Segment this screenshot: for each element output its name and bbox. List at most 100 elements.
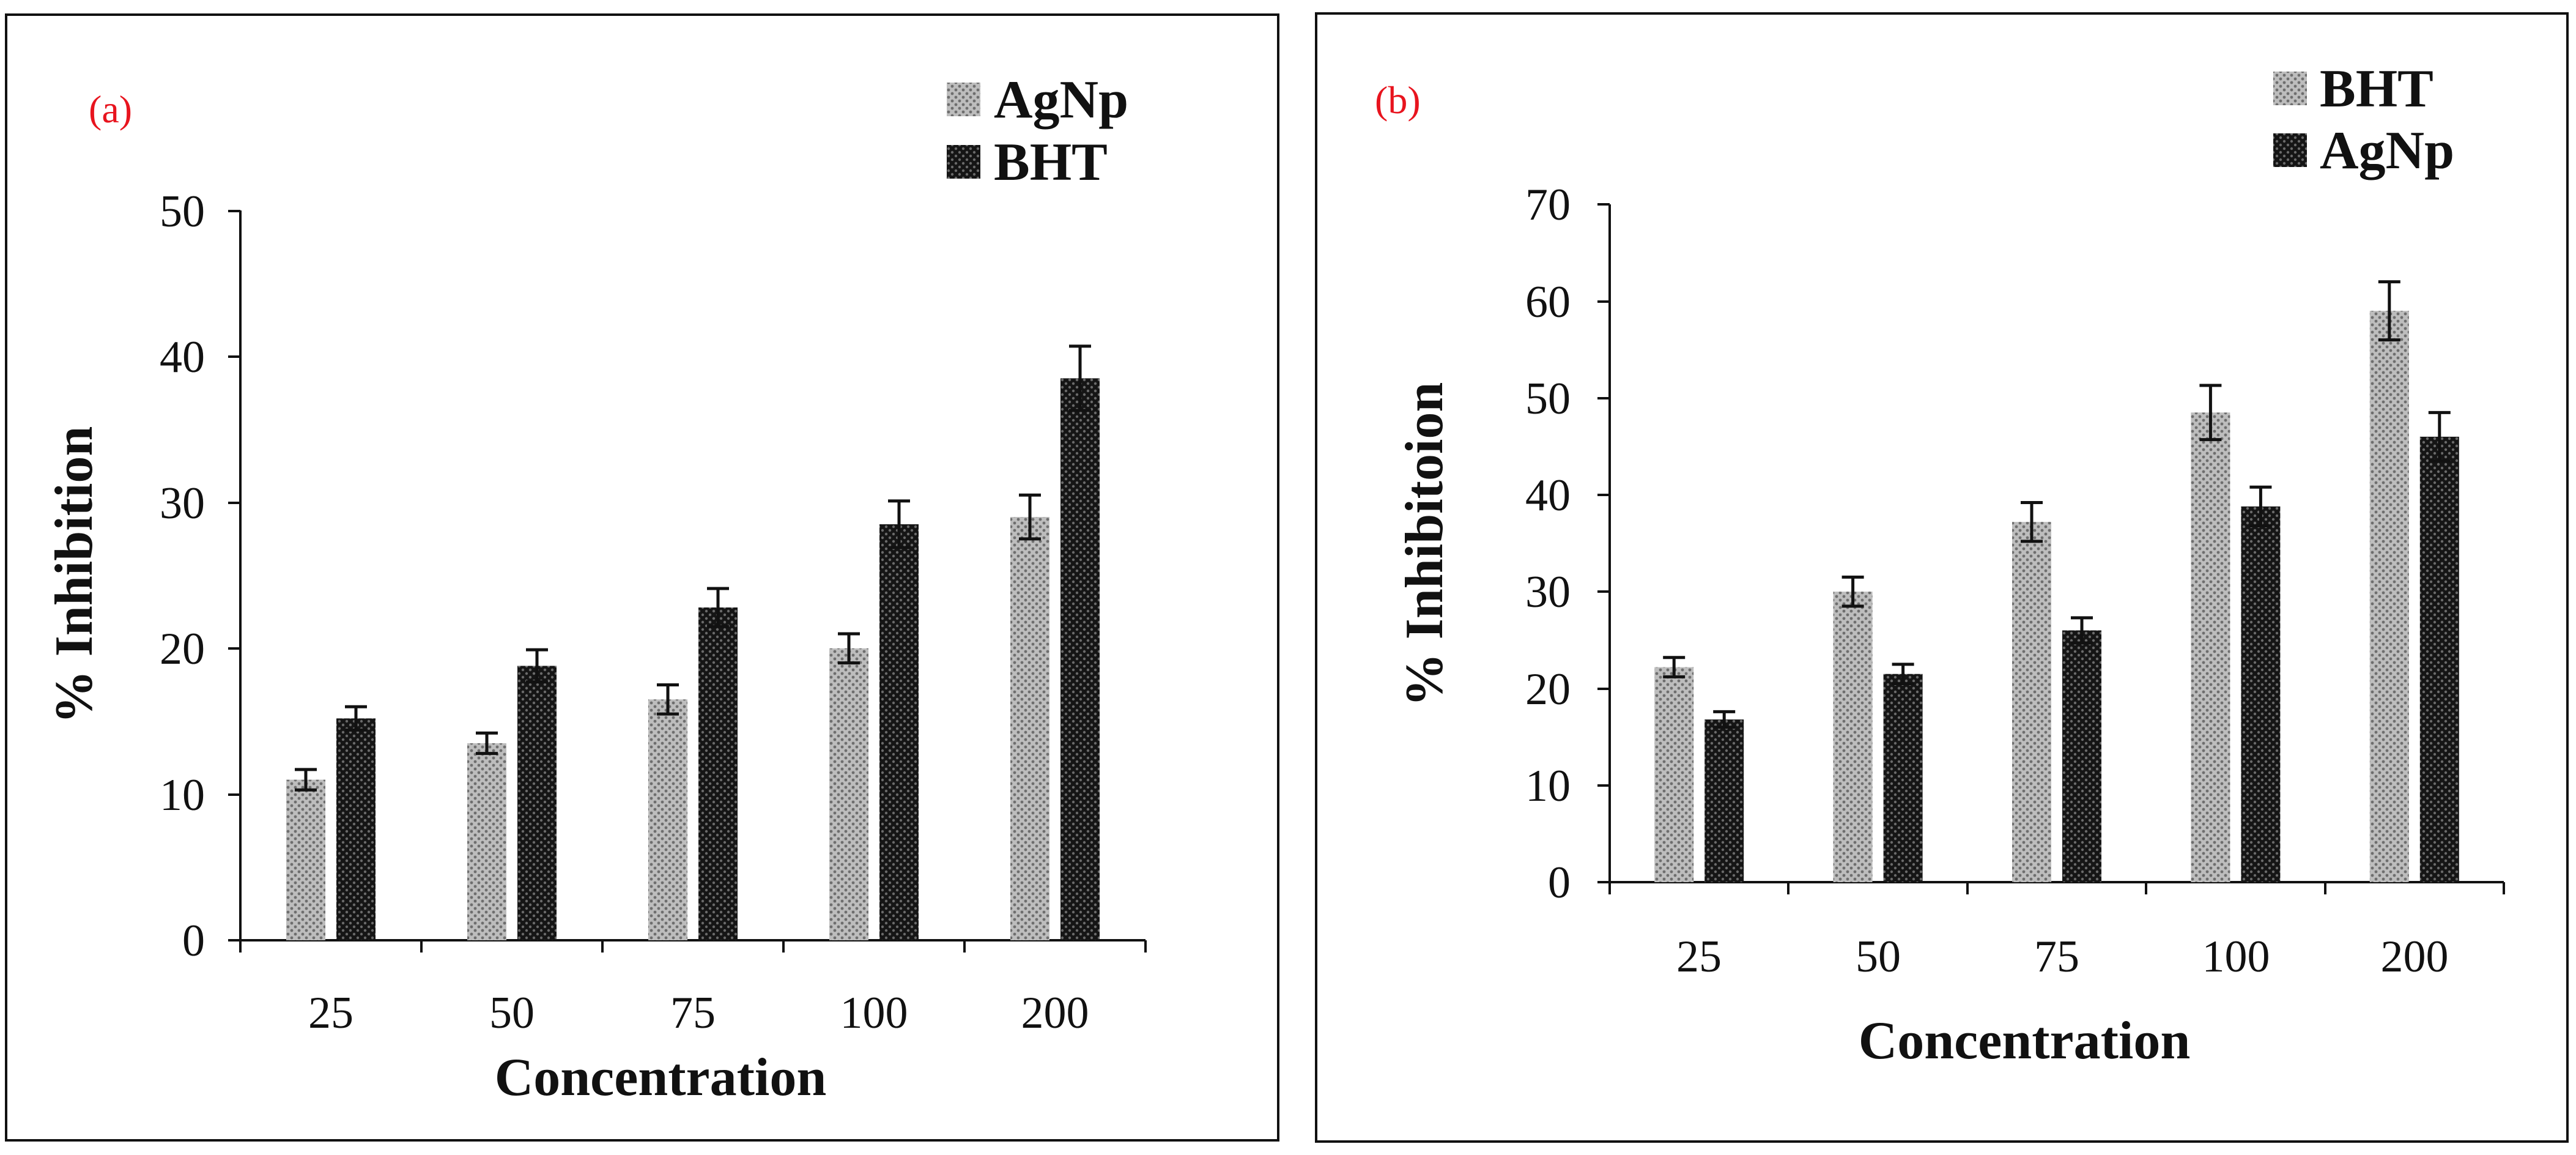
panel-a-bars: [286, 344, 1100, 940]
bar-agnp-75: [648, 699, 687, 940]
y-tick-label-10: 10: [160, 770, 205, 820]
panel-b-border: [1315, 12, 2569, 1143]
y-axis-title: % Inhibitoion: [1395, 382, 1454, 707]
y-tick-label-40: 40: [160, 332, 205, 382]
y-tick-label-60: 60: [1525, 277, 1571, 327]
error-bar-bht-200: [2378, 280, 2400, 342]
bar-bht-25: [1654, 667, 1694, 882]
x-tick-label-75: 75: [670, 988, 716, 1038]
x-tick-label-200: 200: [2381, 932, 2449, 982]
chart-panel-a: (a) AgNp BHT % Inhibition 0 10 20 30 40 …: [5, 13, 1279, 1142]
panel-b-legend: BHT AgNp: [2273, 59, 2454, 180]
panel-a-label: (a): [89, 87, 132, 131]
panel-b-bars: [1654, 280, 2459, 883]
y-tick-50: 50: [1525, 374, 1610, 424]
bar-agnp-50: [467, 743, 506, 940]
error-bar-bht-75: [2021, 501, 2043, 543]
y-tick-label-30: 30: [160, 478, 205, 529]
y-tick-40: 40: [160, 332, 240, 382]
x-tick-label-100: 100: [840, 988, 908, 1038]
legend-swatch-agnp: [2273, 133, 2307, 167]
x-tick-label-50: 50: [1856, 932, 1901, 982]
bar-agnp-100: [2241, 506, 2281, 882]
panel-a-y-axis: % Inhibition 0 10 20 30 40 50: [45, 187, 242, 966]
x-tick-label-200: 200: [1021, 988, 1089, 1038]
panel-b-label: (b): [1375, 78, 1421, 122]
error-bar-agnp-50: [1892, 663, 1914, 686]
error-bar-bht-200: [1069, 344, 1091, 412]
y-tick-20: 20: [1525, 664, 1610, 715]
bar-agnp-50: [1883, 674, 1923, 882]
x-axis-title: Concentration: [495, 1048, 827, 1107]
error-bar-agnp-200: [1019, 493, 1041, 541]
bar-agnp-25: [286, 779, 325, 940]
legend-label-bht: BHT: [994, 133, 1108, 192]
error-bar-agnp-100: [2249, 485, 2272, 528]
x-tick-label-25: 25: [308, 988, 353, 1038]
error-bar-bht-75: [707, 587, 729, 628]
bar-bht-75: [698, 607, 738, 940]
error-bar-agnp-50: [476, 731, 498, 756]
error-bar-agnp-25: [295, 768, 317, 792]
error-bar-bht-50: [1841, 575, 1864, 608]
legend-label-agnp: AgNp: [2320, 121, 2454, 180]
bar-bht-50: [517, 666, 557, 940]
bar-agnp-25: [1704, 719, 1744, 882]
bar-agnp-200: [1010, 517, 1049, 940]
y-tick-30: 30: [160, 478, 240, 529]
error-bar-agnp-100: [838, 632, 860, 665]
bar-bht-50: [1833, 592, 1873, 882]
error-bar-bht-100: [888, 499, 910, 549]
error-bar-agnp-75: [657, 683, 679, 716]
error-bar-agnp-75: [2071, 616, 2093, 645]
y-tick-label-50: 50: [1525, 374, 1571, 424]
y-tick-label-20: 20: [1525, 664, 1571, 715]
legend-swatch-agnp: [947, 83, 980, 116]
y-tick-20: 20: [160, 624, 240, 674]
bar-agnp-200: [2419, 436, 2459, 882]
legend-swatch-bht: [2273, 72, 2307, 105]
y-tick-label-0: 0: [1548, 858, 1571, 908]
bar-agnp-75: [2062, 630, 2101, 882]
error-bar-bht-50: [526, 648, 548, 684]
y-tick-10: 10: [160, 770, 240, 820]
error-bar-bht-25: [1663, 656, 1686, 678]
y-tick-label-10: 10: [1525, 761, 1571, 811]
chart-panel-b: (b) BHT AgNp % Inhibitoion 0 10 20 30 40…: [1315, 12, 2569, 1143]
y-tick-30: 30: [1525, 567, 1610, 617]
y-tick-label-50: 50: [160, 187, 205, 237]
y-tick-label-30: 30: [1525, 567, 1571, 617]
y-tick-label-0: 0: [182, 916, 205, 966]
y-tick-label-20: 20: [160, 624, 205, 674]
y-tick-0: 0: [182, 916, 240, 966]
bar-bht-200: [1060, 378, 1100, 940]
y-tick-10: 10: [1525, 761, 1610, 811]
bar-agnp-100: [829, 648, 868, 940]
y-tick-40: 40: [1525, 470, 1610, 521]
panel-a-x-axis: 25 50 75 100 200 Concentration: [239, 939, 1147, 1107]
legend-label-agnp: AgNp: [994, 70, 1128, 130]
y-axis-title: % Inhibition: [45, 426, 104, 724]
y-tick-label-70: 70: [1525, 180, 1571, 230]
y-tick-70: 70: [1525, 180, 1610, 230]
bar-bht-100: [879, 524, 919, 940]
bar-bht-200: [2369, 311, 2409, 883]
error-bar-agnp-25: [1713, 710, 1736, 729]
bar-bht-75: [2012, 522, 2051, 882]
panel-b-x-axis: 25 50 75 100 200 Concentration: [1608, 881, 2505, 1071]
error-bar-bht-100: [2199, 384, 2222, 442]
bar-bht-25: [336, 718, 376, 940]
x-tick-label-75: 75: [2034, 932, 2079, 982]
y-tick-60: 60: [1525, 277, 1610, 327]
bar-bht-100: [2191, 412, 2230, 882]
legend-swatch-bht: [947, 145, 980, 179]
legend-label-bht: BHT: [2320, 59, 2434, 119]
x-tick-label-100: 100: [2202, 932, 2270, 982]
x-axis-title: Concentration: [1859, 1011, 2191, 1071]
y-tick-label-40: 40: [1525, 470, 1571, 521]
panel-a-legend: AgNp BHT: [947, 70, 1128, 192]
error-bar-bht-25: [345, 705, 367, 732]
error-bar-agnp-200: [2428, 410, 2451, 462]
panel-b-y-axis: % Inhibitoion 0 10 20 30 40 50 60 70: [1395, 180, 1611, 908]
